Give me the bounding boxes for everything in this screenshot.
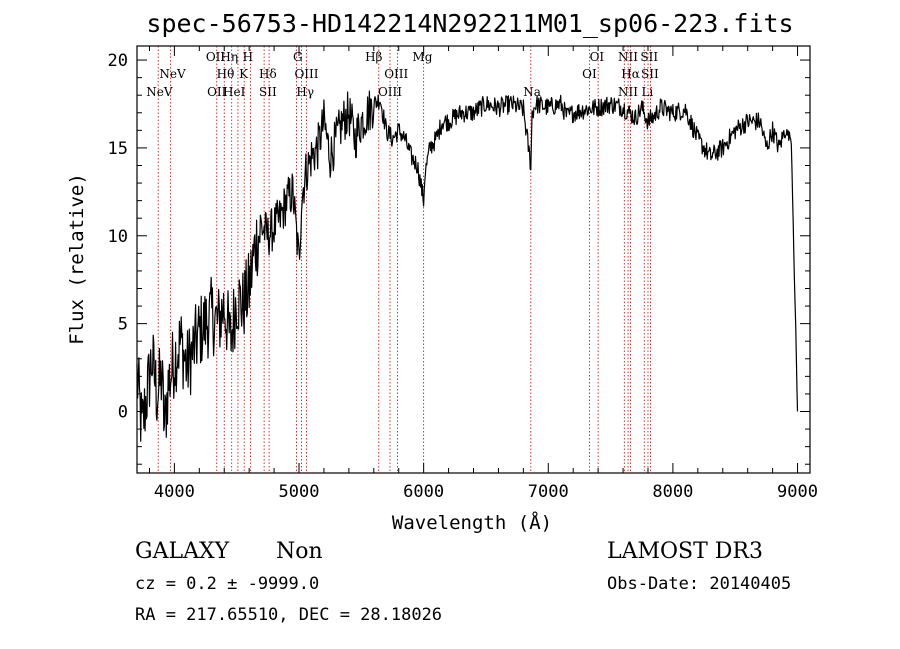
line-label: NeV [146,85,173,99]
line-label: OIII [378,85,402,99]
line-label: OII [206,50,226,64]
x-tick-label: 6000 [403,482,444,502]
y-axis-label: Flux (relative) [66,173,88,345]
line-label: Hη [220,50,238,64]
line-label: SII [641,67,659,81]
spectral-line-markers [157,46,651,473]
line-label: H [243,50,253,64]
line-label: Hγ [296,85,314,99]
line-label: Hα [621,67,640,81]
line-label: Na [523,85,541,99]
line-label: Li [641,85,653,99]
line-label: NII [618,50,638,64]
y-tick-label: 5 [118,315,128,335]
spectrum-line [136,90,799,442]
x-axis: 4000 5000 6000 7000 8000 9000 [148,46,818,502]
redshift-text: cz = 0.2 ± -9999.0 [135,574,319,594]
line-label: OII [207,85,227,99]
line-label: Mg [412,50,432,64]
y-tick-label: 20 [108,51,128,71]
survey-label: LAMOST DR3 [607,539,763,564]
line-label: SII [640,50,658,64]
y-tick-label: 15 [108,139,128,159]
x-tick-label: 4000 [154,482,195,502]
line-label: HeI [223,85,246,99]
line-label: SII [259,85,277,99]
line-label: OIII [384,67,408,81]
chart-title: spec-56753-HD142214N292211M01_sp06-223.f… [146,9,793,38]
line-label: OI [582,67,597,81]
x-tick-label: 8000 [652,482,693,502]
x-tick-label: 7000 [528,482,569,502]
line-label: Hθ [217,67,235,81]
x-axis-label: Wavelength (Å) [392,511,552,534]
line-label: Hβ [365,50,382,64]
x-tick-label: 9000 [777,482,818,502]
class-label: GALAXY [135,539,230,564]
line-label: OI [590,50,605,64]
y-tick-label: 0 [118,402,128,422]
subclass-label: Non [276,539,323,564]
coordinates-text: RA = 217.65510, DEC = 28.18026 [135,605,442,625]
line-label: G [293,50,303,64]
y-tick-label: 10 [108,227,128,247]
line-label: OIII [294,67,318,81]
line-label: K [239,67,249,81]
line-label: Hδ [259,67,277,81]
line-label: NeV [159,67,186,81]
line-label: NII [618,85,638,99]
y-axis: 0 5 10 15 20 [108,51,810,465]
obs-date-text: Obs-Date: 20140405 [607,574,791,594]
x-tick-label: 5000 [279,482,320,502]
